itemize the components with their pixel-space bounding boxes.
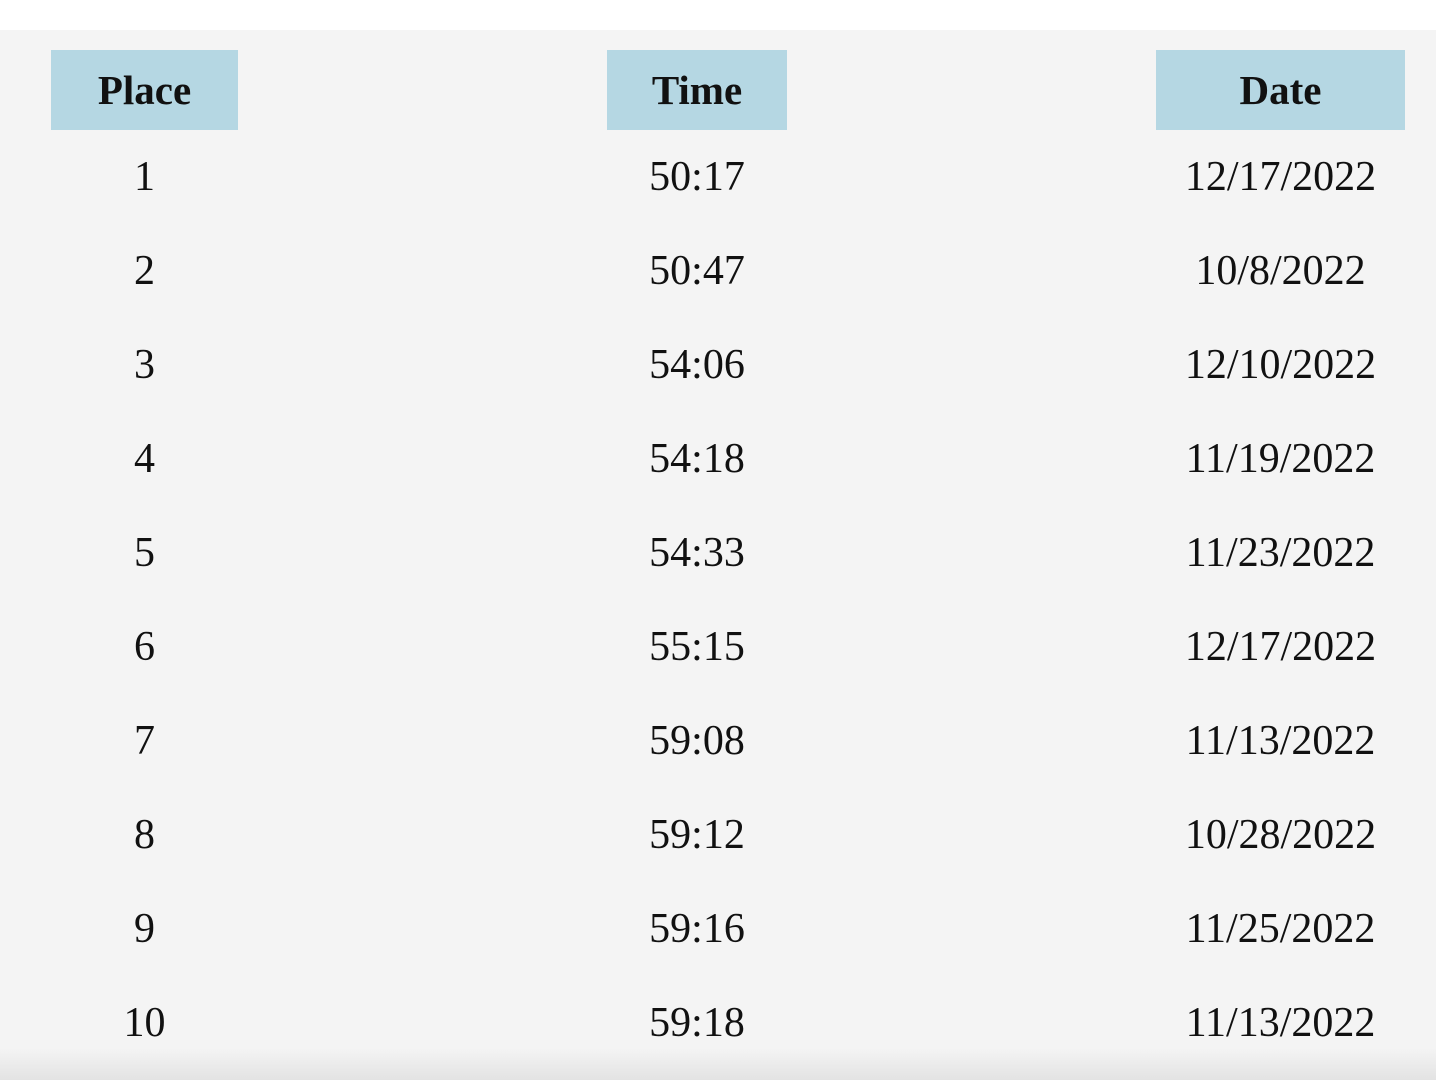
date-cell: 12/17/2022	[1184, 624, 1377, 670]
table-row: 10 59:18 11/13/2022	[0, 976, 1436, 1070]
column-header-date: Date	[1156, 50, 1405, 130]
date-cell: 11/13/2022	[1185, 718, 1376, 764]
table-row: 3 54:06 12/10/2022	[0, 318, 1436, 412]
time-cell: 54:33	[649, 530, 745, 576]
table-row: 9 59:16 11/25/2022	[0, 882, 1436, 976]
bottom-edge-shadow	[0, 1048, 1436, 1080]
place-cell: 3	[134, 342, 155, 388]
table-row: 2 50:47 10/8/2022	[0, 224, 1436, 318]
date-cell: 12/10/2022	[1184, 342, 1377, 388]
table-row: 4 54:18 11/19/2022	[0, 412, 1436, 506]
date-cell: 12/17/2022	[1184, 154, 1377, 200]
place-cell: 8	[134, 812, 155, 858]
time-cell: 59:12	[649, 812, 745, 858]
date-cell: 11/25/2022	[1185, 906, 1376, 952]
table-row: 1 50:17 12/17/2022	[0, 130, 1436, 224]
date-cell: 11/13/2022	[1185, 1000, 1376, 1046]
time-cell: 59:08	[649, 718, 745, 764]
time-cell: 54:18	[649, 436, 745, 482]
column-header-place: Place	[51, 50, 238, 130]
time-cell: 55:15	[649, 624, 745, 670]
date-cell: 10/8/2022	[1195, 248, 1366, 294]
date-cell: 11/19/2022	[1185, 436, 1376, 482]
table-row: 7 59:08 11/13/2022	[0, 694, 1436, 788]
place-cell: 1	[134, 154, 155, 200]
table-row: 8 59:12 10/28/2022	[0, 788, 1436, 882]
place-cell: 9	[134, 906, 155, 952]
table-row: 5 54:33 11/23/2022	[0, 506, 1436, 600]
time-cell: 59:18	[649, 1000, 745, 1046]
place-cell: 2	[134, 248, 155, 294]
time-cell: 50:47	[649, 248, 745, 294]
place-cell: 10	[123, 1000, 166, 1046]
date-cell: 11/23/2022	[1185, 530, 1376, 576]
place-cell: 4	[134, 436, 155, 482]
table-body: 1 50:17 12/17/2022 2 50:47 10/8/2022 3 5…	[0, 130, 1436, 1070]
date-cell: 10/28/2022	[1184, 812, 1377, 858]
time-cell: 50:17	[649, 154, 745, 200]
place-cell: 7	[134, 718, 155, 764]
place-cell: 5	[134, 530, 155, 576]
time-cell: 59:16	[649, 906, 745, 952]
results-table-panel	[0, 30, 1436, 1080]
place-cell: 6	[134, 624, 155, 670]
time-cell: 54:06	[649, 342, 745, 388]
table-row: 6 55:15 12/17/2022	[0, 600, 1436, 694]
column-header-time: Time	[607, 50, 787, 130]
